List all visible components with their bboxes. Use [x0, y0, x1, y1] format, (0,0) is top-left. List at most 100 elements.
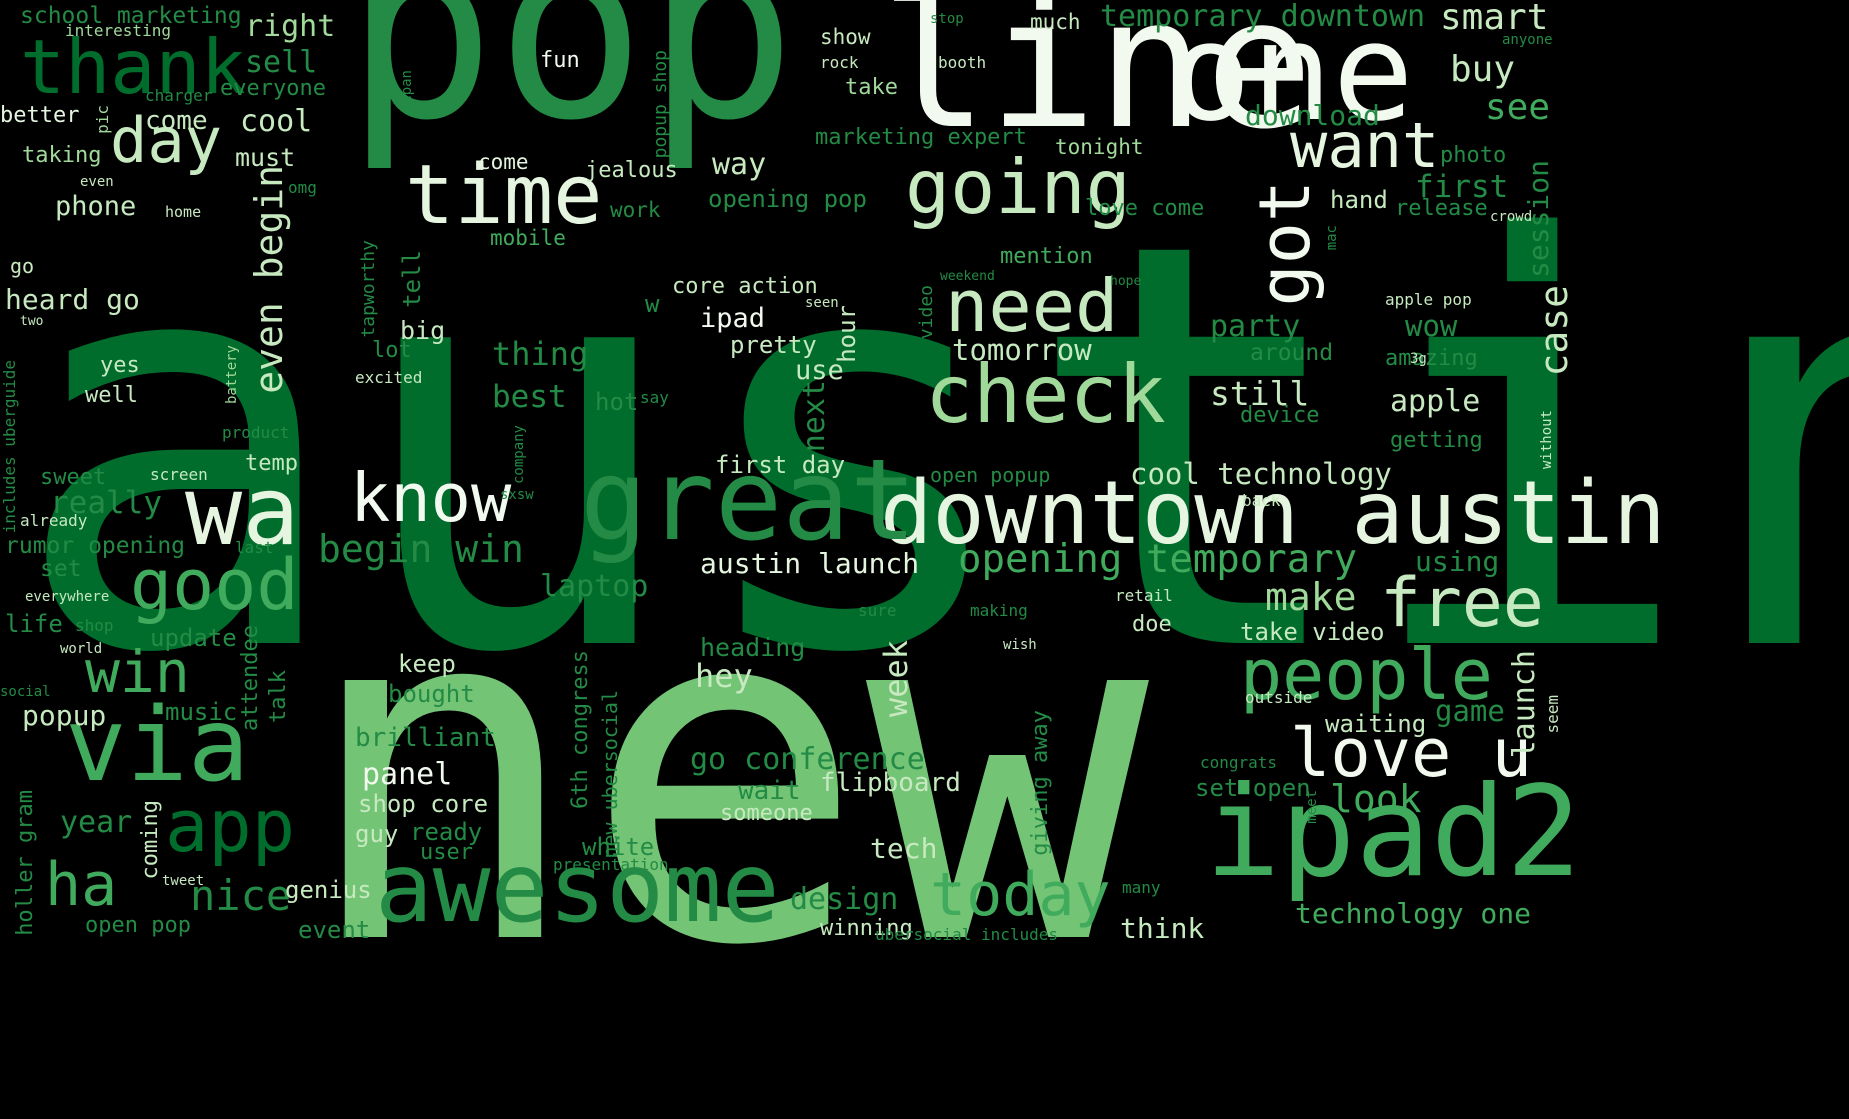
word: update	[150, 624, 237, 652]
word: presentation	[553, 855, 669, 874]
word: app	[165, 784, 296, 868]
word: cool technology	[1130, 457, 1392, 491]
word: mobile	[490, 226, 566, 250]
word: best	[492, 379, 567, 415]
word: see	[1485, 87, 1551, 128]
word: tapworthy	[358, 240, 379, 338]
word: launch	[1507, 650, 1542, 759]
word: awesome	[375, 832, 780, 944]
word: good	[130, 544, 299, 626]
word: session	[1522, 160, 1555, 279]
word: take	[845, 75, 898, 100]
word: downtown austin	[880, 462, 1666, 564]
word: time	[405, 148, 603, 243]
word: coming	[138, 800, 163, 880]
word: someone	[720, 801, 813, 826]
word: better	[0, 103, 80, 128]
word: austin	[10, 124, 1849, 776]
word: use	[795, 355, 844, 386]
word: winning	[820, 916, 913, 941]
word: outside	[1245, 688, 1313, 707]
word: sure	[858, 601, 897, 620]
word: show	[820, 25, 871, 49]
word: marketing expert	[815, 125, 1027, 150]
word: buy	[1450, 49, 1516, 90]
word: today	[930, 860, 1111, 930]
word: temp	[245, 451, 298, 476]
word: core action	[672, 274, 818, 299]
word: lot	[372, 338, 412, 363]
word: hand	[1330, 186, 1388, 214]
word: set open	[1195, 774, 1311, 802]
word: need	[945, 264, 1119, 348]
word: apple	[1390, 384, 1481, 419]
word: right	[245, 9, 336, 44]
word: ipad	[700, 303, 766, 334]
word: look	[1330, 777, 1422, 821]
word: wish	[1003, 637, 1037, 653]
word: first	[1415, 169, 1509, 205]
word: day	[110, 104, 222, 177]
word: set	[40, 556, 82, 582]
word: flipboard	[820, 768, 961, 798]
word: weekend	[940, 269, 995, 284]
word: excited	[355, 368, 423, 387]
word: company	[511, 425, 527, 485]
word: meet	[1304, 790, 1320, 824]
word: game	[1435, 694, 1505, 728]
word: two	[20, 314, 44, 329]
word: really	[50, 485, 162, 521]
word: via	[65, 686, 250, 805]
word: tech	[870, 832, 938, 865]
word: around	[1250, 340, 1334, 366]
word: back	[1242, 491, 1281, 510]
word: say	[640, 388, 669, 407]
word: taking	[22, 143, 102, 168]
word: stop	[930, 11, 964, 27]
word: design	[790, 882, 899, 917]
word: hey	[695, 657, 753, 695]
word: technology one	[1295, 897, 1532, 930]
word: booth	[938, 53, 987, 72]
word: congrats	[1200, 753, 1278, 772]
word: using	[1415, 545, 1500, 578]
word: panel	[362, 757, 453, 792]
word: line	[880, 0, 1314, 169]
word: tomorrow	[952, 333, 1092, 367]
word: sxsw	[500, 487, 534, 503]
word: pic	[93, 105, 112, 134]
word: photo	[1440, 143, 1507, 168]
word: austin launch	[700, 547, 920, 580]
word: school marketing	[20, 3, 242, 29]
word: opening temporary	[958, 537, 1358, 582]
word: love come	[1085, 196, 1205, 221]
word: japan	[399, 70, 415, 113]
word: year	[60, 805, 133, 840]
word: apple pop	[1385, 290, 1472, 309]
word: includes uberguide	[0, 360, 19, 534]
word: come	[145, 106, 208, 136]
word: love u	[1290, 714, 1533, 792]
word: pop	[345, 0, 797, 175]
word: ready	[410, 818, 483, 846]
word: heading	[700, 633, 806, 662]
word: everywhere	[25, 589, 110, 605]
word: smart	[1440, 0, 1549, 38]
word: come	[478, 150, 529, 174]
word: jealous	[585, 158, 678, 183]
word: well	[85, 383, 138, 408]
word: brilliant	[355, 723, 496, 753]
word: retail	[1115, 586, 1173, 605]
word: home	[165, 203, 202, 221]
word: white	[582, 833, 655, 861]
word: phone	[55, 191, 137, 222]
word: much	[1030, 10, 1081, 34]
word: without	[1539, 410, 1555, 470]
word: open popup	[930, 463, 1051, 487]
word: know	[350, 459, 512, 537]
word: laptop	[540, 569, 649, 604]
word: pretty	[730, 331, 817, 359]
word: event	[298, 916, 371, 944]
word: genius	[285, 876, 372, 904]
